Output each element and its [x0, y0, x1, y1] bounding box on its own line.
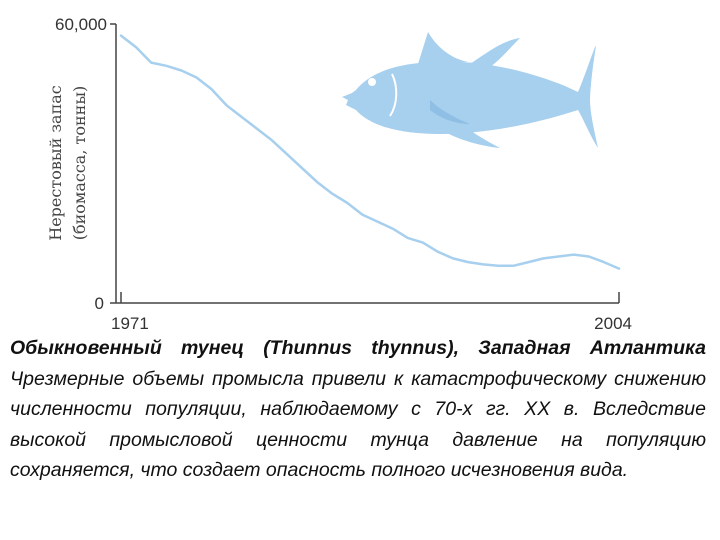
y-tick-label-min: 0 — [95, 294, 104, 313]
y-axis-title-line1: Нерестовый запас — [46, 85, 65, 241]
chart: 60,000 0 1971 2004 Нерестовый запас (био… — [46, 15, 632, 333]
y-axis-title-line2: (биомасса, тонны) — [70, 86, 89, 241]
caption-body: Чрезмерные объемы промысла привели к кат… — [10, 367, 706, 482]
x-tick-label-end: 2004 — [594, 314, 632, 333]
caption-lead: Обыкновенный тунец (Thunnus thynnus), За… — [10, 337, 706, 359]
fish-eye — [368, 78, 376, 86]
figure-caption: Обыкновенный тунец (Thunnus thynnus), За… — [10, 333, 706, 486]
series-line — [119, 34, 621, 270]
x-tick-label-start: 1971 — [111, 314, 149, 333]
y-tick-label-max: 60,000 — [55, 15, 107, 34]
fish-gill — [389, 73, 398, 117]
tuna-fish-icon — [342, 32, 598, 148]
